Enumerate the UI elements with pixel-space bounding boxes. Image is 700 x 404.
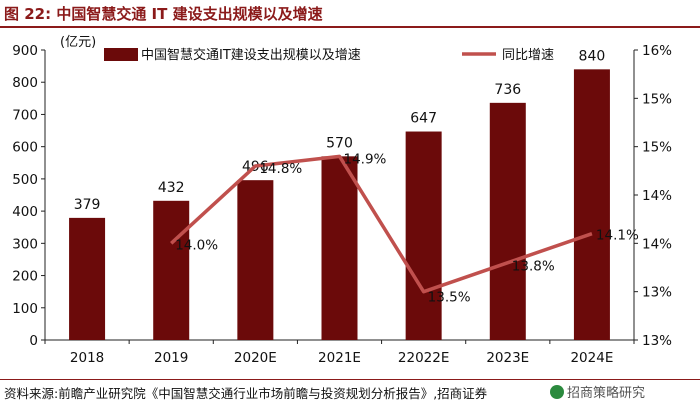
right-tick-label: 16% — [642, 43, 672, 59]
x-tick-label: 2020E — [234, 350, 277, 366]
bar-value-label: 379 — [74, 197, 101, 213]
left-tick-label: 800 — [12, 75, 38, 91]
right-tick-label: 14% — [642, 236, 672, 252]
x-tick-label: 2023E — [486, 350, 529, 366]
right-tick-label: 13% — [642, 285, 672, 301]
bar — [69, 217, 106, 340]
right-tick-label: 13% — [642, 333, 672, 349]
bar — [153, 200, 190, 340]
left-tick-label: 900 — [12, 43, 38, 59]
bar — [489, 102, 526, 340]
title-underline — [0, 26, 700, 28]
bar — [573, 69, 610, 341]
growth-value-label: 14.8% — [259, 161, 302, 177]
bar-value-label: 736 — [494, 82, 521, 98]
legend-line-label: 同比增速 — [502, 48, 554, 63]
left-tick-label: 500 — [12, 172, 38, 188]
y-unit-label: (亿元) — [60, 35, 96, 50]
legend-bar-swatch — [104, 48, 138, 61]
left-tick-label: 100 — [12, 301, 38, 317]
left-tick-label: 400 — [12, 204, 38, 220]
source-note: 资料来源:前瞻产业研究院《中国智慧交通行业市场前瞻与投资规划分析报告》,招商证券 — [4, 386, 488, 401]
watermark: 招商策略研究 — [548, 382, 648, 401]
bar-value-label: 432 — [158, 180, 185, 196]
growth-value-label: 14.9% — [344, 151, 387, 167]
right-tick-label: 14% — [642, 188, 672, 204]
legend-bar-label: 中国智慧交通IT建设支出规模以及增速 — [141, 47, 361, 63]
title-bar: 图 22: 中国智慧交通 IT 建设支出规模以及增速 — [0, 0, 700, 28]
bar-value-label: 570 — [326, 135, 353, 151]
x-tick-label: 2024E — [570, 350, 613, 366]
chart: 0 100 200 300 400 500 600 700 800 900 13% 13% 14% 14%… — [12, 35, 672, 366]
x-tick-label: 22022E — [398, 350, 449, 366]
x-tick-label: 2021E — [318, 350, 361, 366]
left-tick-label: 300 — [12, 236, 38, 252]
growth-line — [170, 154, 593, 294]
bar — [405, 131, 442, 340]
left-tick-label: 200 — [12, 269, 38, 285]
bar-value-label: 647 — [410, 111, 437, 127]
source-divider — [0, 379, 700, 380]
growth-value-label: 13.5% — [428, 290, 471, 306]
left-tick-label: 600 — [12, 140, 38, 156]
growth-value-label: 14.1% — [596, 228, 639, 244]
right-tick-label: 15% — [642, 91, 672, 107]
right-tick-label: 15% — [642, 140, 672, 156]
left-tick-label: 700 — [12, 107, 38, 123]
growth-value-label: 14.0% — [175, 237, 218, 253]
wechat-icon — [550, 385, 564, 399]
bar — [321, 156, 358, 340]
x-tick-label: 2018 — [70, 350, 104, 366]
watermark-text: 招商策略研究 — [567, 386, 646, 401]
bar — [237, 180, 274, 340]
x-tick-label: 2019 — [154, 350, 188, 366]
growth-value-label: 13.8% — [512, 259, 555, 275]
chart-title: 图 22: 中国智慧交通 IT 建设支出规模以及增速 — [4, 5, 323, 23]
left-tick-label: 0 — [29, 333, 38, 349]
bar-value-label: 840 — [579, 48, 606, 64]
